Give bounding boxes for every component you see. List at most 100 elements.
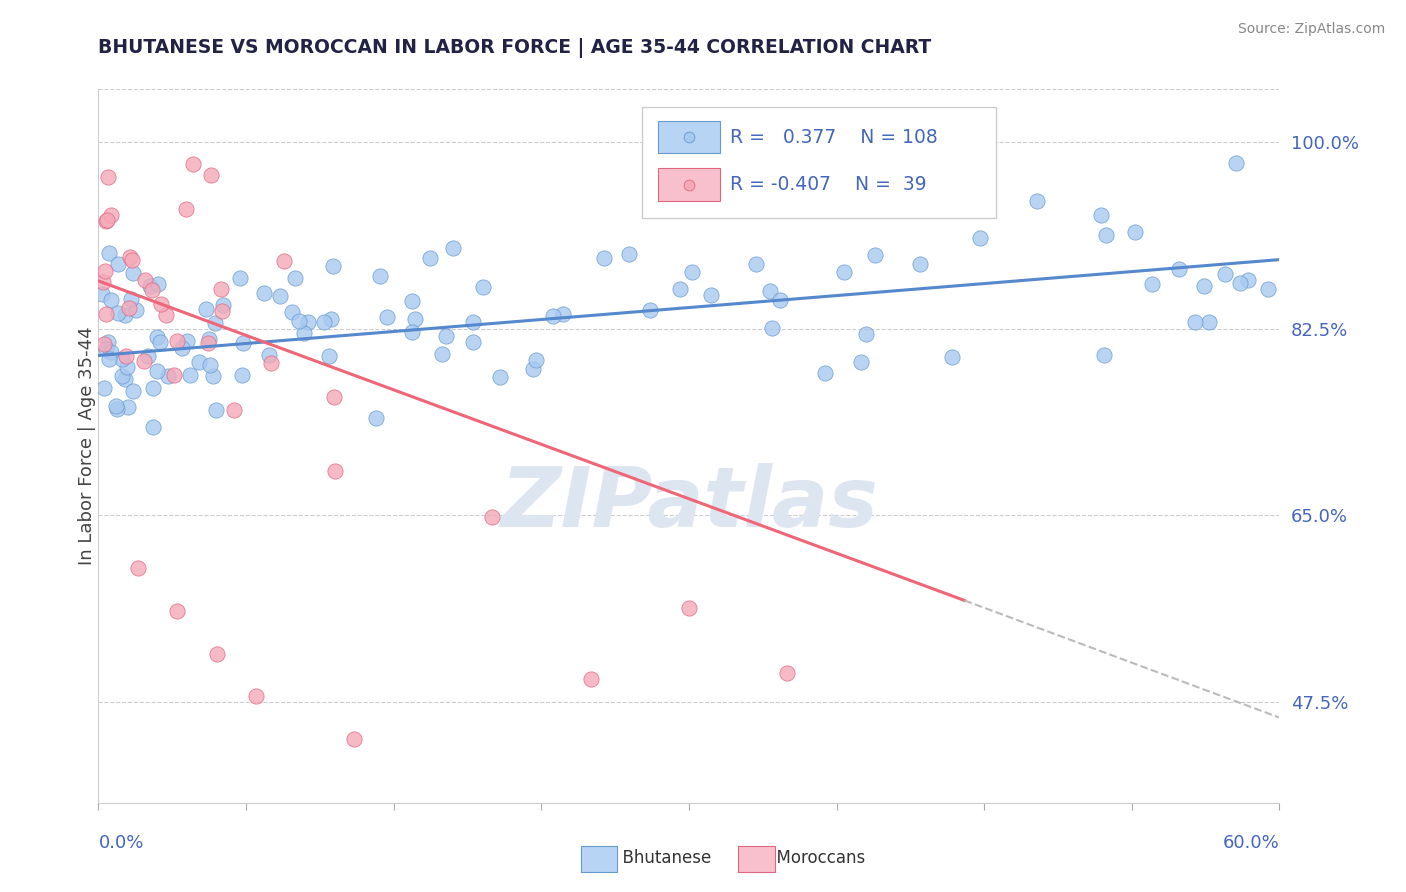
Point <box>593 251 616 265</box>
Point <box>1184 315 1206 329</box>
Point <box>97 334 120 349</box>
Point <box>94 213 117 227</box>
Point <box>1092 348 1115 362</box>
Point <box>769 293 792 307</box>
Point <box>229 270 252 285</box>
Point <box>121 253 143 268</box>
Text: ZIPatlas: ZIPatlas <box>501 463 877 543</box>
Point <box>188 355 211 369</box>
Point <box>146 364 169 378</box>
Point <box>1236 273 1258 287</box>
Point <box>211 304 233 318</box>
Point <box>166 604 188 618</box>
Point <box>318 349 340 363</box>
Point <box>114 349 136 363</box>
Point <box>93 337 115 351</box>
Point <box>863 248 886 262</box>
Point <box>118 301 141 315</box>
Point <box>94 263 117 277</box>
Point <box>1257 282 1279 296</box>
Point <box>284 270 307 285</box>
Point <box>96 213 118 227</box>
Point <box>94 308 117 322</box>
Point <box>471 280 494 294</box>
Point <box>259 356 281 370</box>
Point <box>273 254 295 268</box>
Point <box>269 289 291 303</box>
Point <box>121 266 143 280</box>
Point <box>231 368 253 382</box>
Point <box>183 157 205 171</box>
Point <box>1123 225 1146 239</box>
Point <box>1229 276 1251 290</box>
Point <box>280 305 302 319</box>
Point <box>120 292 142 306</box>
Point <box>368 268 391 283</box>
Point <box>401 293 423 308</box>
Point <box>541 309 564 323</box>
Point <box>855 326 877 341</box>
Point <box>146 277 169 292</box>
Point <box>157 369 180 384</box>
Point <box>105 399 128 413</box>
Point <box>117 401 139 415</box>
Point <box>107 306 129 320</box>
Point <box>115 360 138 375</box>
Point <box>776 665 799 680</box>
Text: R =   0.377    N = 108: R = 0.377 N = 108 <box>730 128 938 146</box>
Point <box>141 284 163 298</box>
Point <box>619 247 641 261</box>
Point <box>758 284 780 298</box>
FancyBboxPatch shape <box>658 120 720 153</box>
Point <box>98 245 121 260</box>
Point <box>90 287 112 301</box>
Point <box>1167 261 1189 276</box>
Point <box>1095 227 1118 242</box>
Point <box>579 672 602 686</box>
Point <box>745 257 768 271</box>
Point <box>134 273 156 287</box>
Point <box>323 464 346 478</box>
Point <box>1213 267 1236 281</box>
Point <box>441 241 464 255</box>
Point <box>245 690 267 704</box>
Point <box>522 362 544 376</box>
Point <box>312 315 335 329</box>
Point <box>114 372 136 386</box>
Point <box>343 731 366 746</box>
Point <box>366 411 388 425</box>
Point <box>118 251 141 265</box>
Point <box>1071 207 1094 221</box>
Point <box>489 370 512 384</box>
Point <box>941 351 963 365</box>
Point <box>212 298 235 312</box>
Point <box>287 313 309 327</box>
Point <box>139 278 162 293</box>
Point <box>434 329 457 343</box>
Point <box>669 282 692 296</box>
Point <box>93 381 115 395</box>
Point <box>100 293 122 307</box>
Point <box>204 403 226 417</box>
Point <box>142 380 165 394</box>
Point <box>125 303 148 318</box>
Point <box>1140 277 1163 292</box>
Text: R = -0.407    N =  39: R = -0.407 N = 39 <box>730 176 927 194</box>
Text: Moroccans: Moroccans <box>766 849 866 867</box>
Point <box>375 310 398 324</box>
Point <box>205 647 228 661</box>
Point <box>297 315 319 329</box>
Point <box>638 303 661 318</box>
Point <box>127 561 149 575</box>
Text: 60.0%: 60.0% <box>1223 834 1279 852</box>
Point <box>100 345 122 359</box>
Text: 0.0%: 0.0% <box>98 834 143 852</box>
Point <box>524 352 547 367</box>
Point <box>150 297 173 311</box>
Point <box>194 302 217 317</box>
Point <box>155 308 177 322</box>
Point <box>292 326 315 341</box>
Point <box>323 390 346 404</box>
Point <box>209 282 232 296</box>
Point <box>200 169 222 183</box>
